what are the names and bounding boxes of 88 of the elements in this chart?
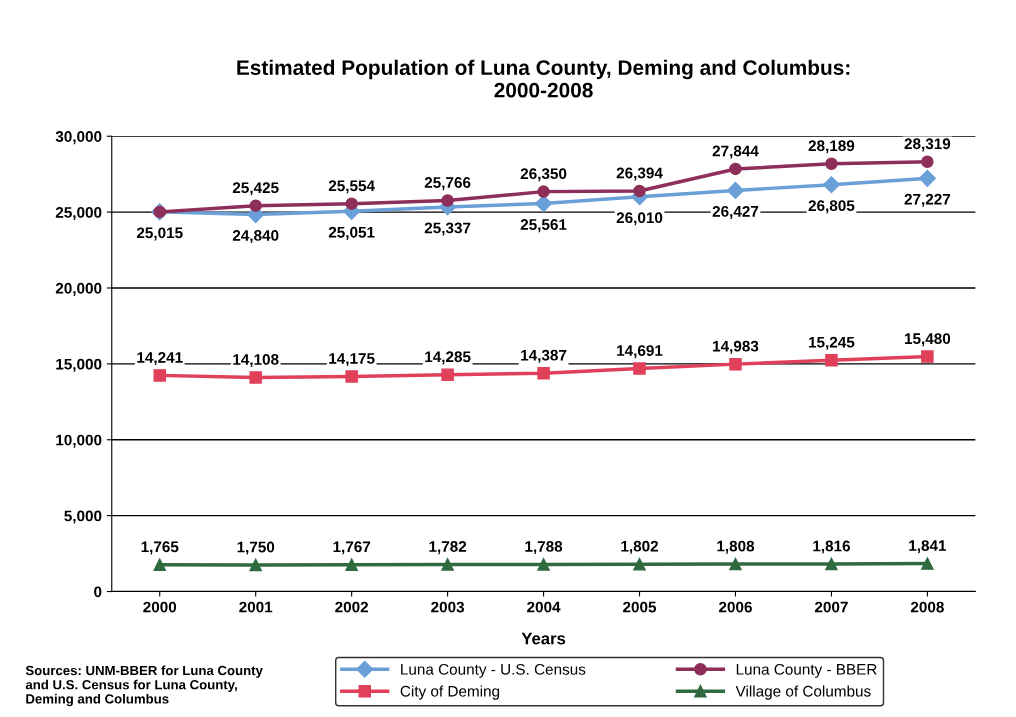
x-tick-label: 2005 (623, 601, 657, 613)
y-tick-label: 0 (94, 586, 102, 598)
data-label: 1,782 (429, 541, 467, 555)
data-label: 28,319 (904, 138, 951, 152)
data-label: 1,788 (525, 541, 563, 555)
data-label: 26,350 (520, 168, 567, 182)
point (633, 184, 646, 198)
legend-label: Luna County - U.S. Census (401, 663, 586, 678)
legend-label: City of Deming (400, 685, 500, 700)
point (345, 197, 358, 210)
point (921, 155, 934, 168)
point (153, 558, 166, 571)
data-label: 27,227 (904, 193, 951, 207)
data-label: 25,561 (520, 219, 567, 233)
data-label: 26,010 (616, 212, 663, 226)
point (726, 181, 745, 200)
point (729, 557, 742, 571)
y-tick-label: 10,000 (56, 434, 102, 448)
data-label: 24,840 (232, 230, 279, 244)
y-tick-label: 25,000 (55, 206, 102, 221)
point (825, 557, 838, 571)
data-label: 25,015 (136, 227, 183, 241)
data-label: 25,337 (424, 222, 471, 236)
data-label: 14,691 (617, 345, 663, 359)
data-label: 26,805 (808, 200, 855, 214)
point (822, 176, 840, 194)
x-tick-label: 2008 (910, 601, 944, 613)
point (535, 195, 553, 213)
x-tick-label: 2003 (431, 601, 465, 613)
data-label: 25,554 (328, 180, 375, 194)
data-label: 14,285 (425, 351, 471, 365)
x-axis-title: Years (521, 632, 566, 645)
data-label: 1,841 (909, 540, 947, 554)
x-tick-label: 2004 (527, 601, 561, 613)
x-tick-label: 2007 (814, 601, 848, 613)
x-tick-label: 2001 (239, 601, 273, 613)
point (537, 558, 550, 571)
data-label: 15,245 (809, 336, 855, 350)
x-tick-label: 2000 (143, 601, 177, 613)
data-label: 27,844 (712, 145, 759, 159)
chart-title: Estimated Population of Luna County, Deming and Columbus: 2000-2008 (237, 59, 850, 98)
data-label: 14,983 (713, 340, 759, 354)
point (729, 357, 742, 371)
point (153, 369, 166, 382)
point (249, 558, 262, 572)
data-label: 14,175 (329, 353, 375, 367)
data-label: 14,108 (233, 354, 279, 368)
point (441, 194, 454, 207)
point (441, 558, 454, 571)
data-label: 1,765 (141, 541, 179, 555)
point (729, 162, 742, 176)
data-label: 25,051 (328, 226, 375, 240)
legend-label: Village of Columbus (735, 685, 871, 700)
legend-label: Luna County - BBER (736, 663, 877, 678)
data-label: 1,816 (813, 540, 850, 554)
point (633, 362, 646, 375)
data-label: 26,427 (712, 205, 759, 219)
y-tick-label: 15,000 (56, 358, 102, 372)
y-tick-label: 30,000 (55, 131, 102, 145)
point (921, 350, 934, 363)
point (537, 185, 550, 198)
point (633, 557, 646, 571)
data-label: 1,767 (333, 541, 371, 555)
point (441, 368, 454, 381)
x-tick-label: 2006 (719, 601, 752, 613)
data-label: 1,802 (621, 540, 659, 554)
source-note: Sources: UNM-BBER for Luna County and U.S. Census for Luna County, Deming and Columbus (25, 665, 263, 707)
data-label: 14,241 (137, 352, 183, 366)
point (825, 157, 838, 170)
data-label: 1,808 (717, 540, 755, 554)
data-label: 14,387 (521, 349, 567, 363)
point (825, 353, 838, 367)
y-tick-label: 20,000 (55, 282, 102, 296)
data-label: 25,766 (424, 177, 471, 191)
point (345, 558, 358, 571)
point (249, 371, 262, 384)
point (345, 370, 358, 383)
data-label: 26,394 (616, 167, 663, 181)
data-label: 25,425 (232, 182, 279, 196)
x-tick-label: 2002 (335, 601, 369, 613)
point (249, 199, 262, 212)
data-label: 28,189 (808, 140, 855, 154)
data-label: 1,750 (237, 541, 275, 555)
y-tick-label: 5,000 (64, 510, 102, 524)
point (921, 557, 934, 570)
point (918, 169, 936, 187)
data-label: 15,480 (904, 333, 951, 347)
point (537, 366, 550, 380)
